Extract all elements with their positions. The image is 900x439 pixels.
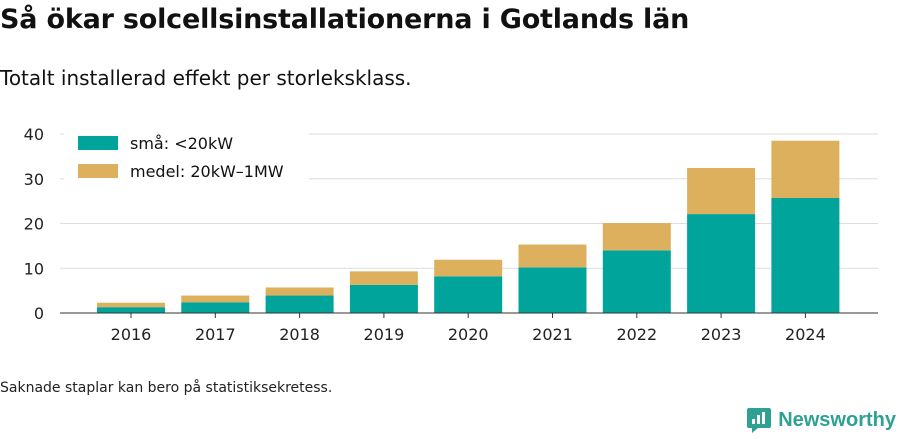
x-tick-label: 2021 bbox=[532, 325, 573, 344]
bar-small-2020 bbox=[434, 276, 503, 313]
x-tick-label: 2017 bbox=[195, 325, 236, 344]
bar-medium-2022 bbox=[602, 223, 671, 251]
x-tick-label: 2020 bbox=[448, 325, 489, 344]
y-tick-label: 40 bbox=[24, 125, 44, 144]
y-tick-label: 10 bbox=[24, 259, 44, 278]
x-tick-label: 2016 bbox=[111, 325, 152, 344]
x-tick-label: 2018 bbox=[279, 325, 320, 344]
bar-small-2018 bbox=[265, 295, 334, 313]
bar-medium-2024 bbox=[771, 140, 840, 198]
bar-medium-2019 bbox=[349, 271, 418, 285]
bar-small-2017 bbox=[181, 302, 250, 313]
x-tick-label: 2022 bbox=[616, 325, 657, 344]
x-tick-label: 2019 bbox=[364, 325, 405, 344]
bar-small-2024 bbox=[771, 197, 840, 313]
bar-small-2022 bbox=[602, 250, 671, 313]
bar-medium-2017 bbox=[181, 295, 250, 303]
bar-medium-2018 bbox=[265, 287, 334, 296]
legend-swatch-medium bbox=[78, 164, 118, 178]
x-tick-label: 2023 bbox=[701, 325, 742, 344]
bar-small-2016 bbox=[97, 307, 165, 313]
chart-title: Så ökar solcellsinstallationerna i Gotla… bbox=[0, 4, 690, 35]
bar-medium-2016 bbox=[97, 302, 165, 308]
legend-swatch-small bbox=[78, 136, 118, 150]
bar-medium-2023 bbox=[687, 168, 756, 215]
bar-medium-2020 bbox=[434, 259, 503, 277]
y-tick-label: 0 bbox=[34, 304, 44, 323]
bar-small-2021 bbox=[518, 267, 587, 313]
newsworthy-logo-icon bbox=[747, 408, 772, 433]
bars bbox=[97, 140, 840, 313]
y-axis-ticks: 0 10 20 30 40 bbox=[24, 125, 44, 323]
y-tick-label: 20 bbox=[24, 215, 44, 234]
chart-subtitle: Totalt installerad effekt per storlekskl… bbox=[0, 66, 412, 90]
legend-label-small: små: <20kW bbox=[130, 134, 233, 153]
footnote: Saknade staplar kan bero på statistiksek… bbox=[0, 380, 333, 396]
legend: små: <20kW medel: 20kW–1MW bbox=[64, 126, 309, 190]
brand[interactable]: Newsworthy bbox=[746, 406, 896, 434]
bar-small-2019 bbox=[349, 284, 418, 313]
legend-label-medium: medel: 20kW–1MW bbox=[130, 162, 284, 181]
brand-name[interactable]: Newsworthy bbox=[778, 408, 896, 431]
bar-medium-2021 bbox=[518, 244, 587, 268]
y-tick-label: 30 bbox=[24, 170, 44, 189]
x-tick-label: 2024 bbox=[785, 325, 826, 344]
bar-small-2023 bbox=[687, 214, 756, 313]
x-axis-ticks: 2016 2017 2018 2019 2020 2021 2022 2023 2024 bbox=[111, 313, 826, 344]
